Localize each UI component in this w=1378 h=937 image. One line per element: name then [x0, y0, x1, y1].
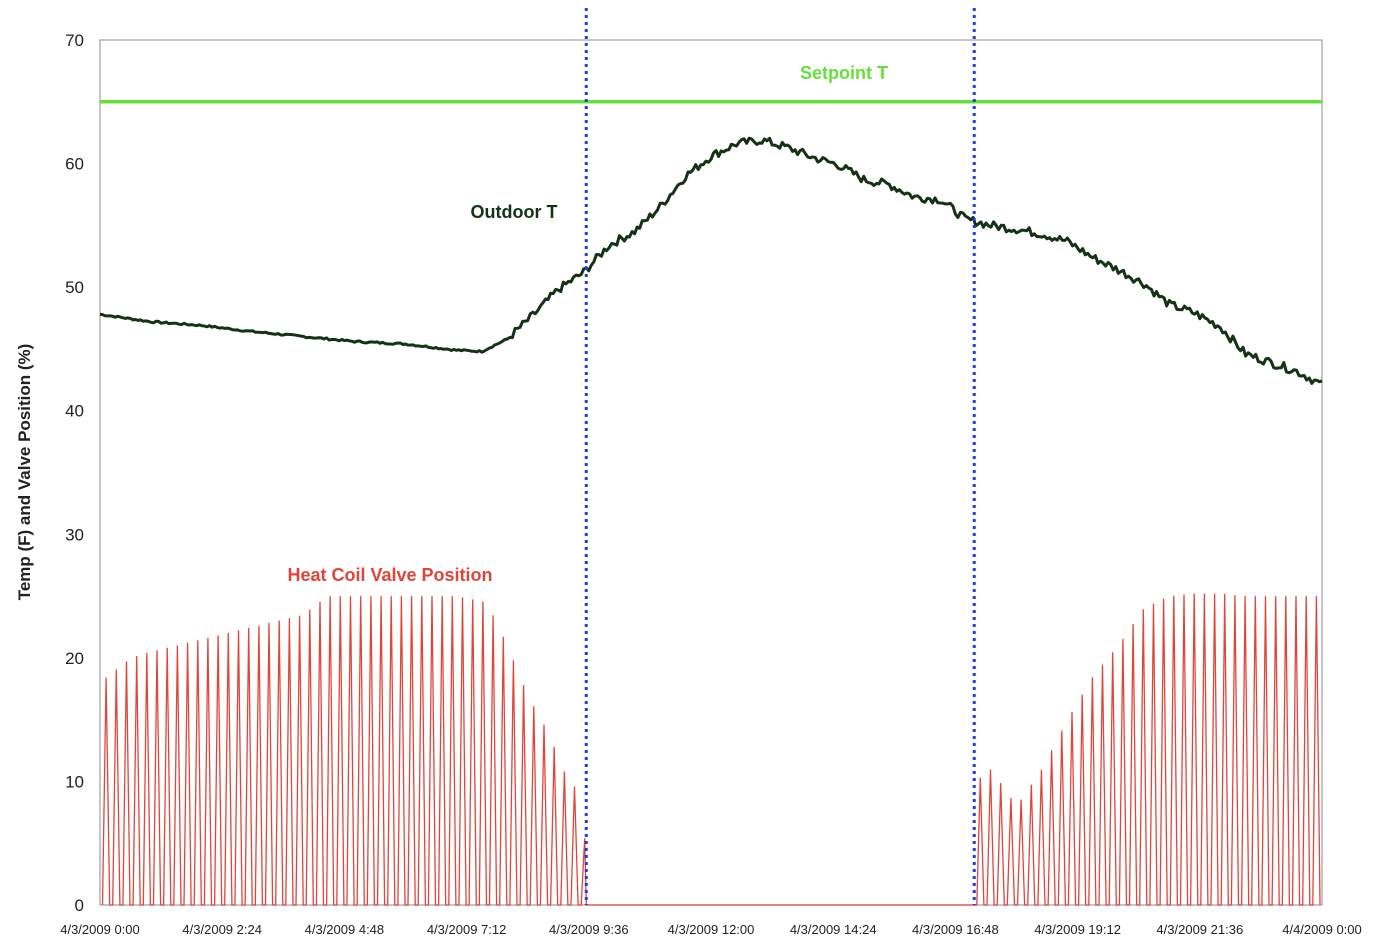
- x-tick-label: 4/3/2009 12:00: [668, 922, 755, 937]
- vertical-markers: [584, 8, 976, 905]
- x-tick-label: 4/3/2009 9:36: [549, 922, 629, 937]
- x-tick-label: 4/3/2009 16:48: [912, 922, 999, 937]
- y-tick-label: 40: [65, 402, 84, 421]
- y-tick-label: 30: [65, 525, 84, 544]
- x-tick-label: 4/3/2009 0:00: [60, 922, 140, 937]
- x-tick-label: 4/3/2009 19:12: [1034, 922, 1121, 937]
- y-tick-label: 0: [75, 896, 84, 915]
- y-axis-label: Temp (F) and Valve Position (%): [15, 344, 34, 601]
- outdoor-temp-series: [99, 136, 1323, 385]
- x-tick-label: 4/3/2009 21:36: [1156, 922, 1243, 937]
- y-tick-label: 60: [65, 155, 84, 174]
- x-tick-label: 4/4/2009 0:00: [1282, 922, 1362, 937]
- x-tick-label: 4/3/2009 4:48: [305, 922, 385, 937]
- setpoint-label: Setpoint T: [800, 63, 888, 83]
- y-tick-label: 20: [65, 649, 84, 668]
- valve-position-line: [101, 593, 1321, 906]
- y-tick-label: 70: [65, 31, 84, 50]
- x-tick-label: 4/3/2009 14:24: [790, 922, 877, 937]
- outdoor-temp-line: [99, 136, 1323, 385]
- x-axis-ticks: 4/3/2009 0:00 4/3/2009 2:24 4/3/2009 4:48 4…: [60, 922, 1362, 937]
- heat-coil-valve-series: [101, 593, 1321, 906]
- outdoor-label: Outdoor T: [471, 202, 558, 222]
- y-axis-ticks: 0 10 20 30 40 50 60 70: [65, 31, 84, 915]
- plot-area: [99, 39, 1323, 906]
- x-tick-label: 4/3/2009 7:12: [427, 922, 507, 937]
- y-tick-label: 50: [65, 278, 84, 297]
- valve-label: Heat Coil Valve Position: [287, 565, 492, 585]
- y-tick-label: 10: [65, 772, 84, 791]
- x-tick-label: 4/3/2009 2:24: [182, 922, 262, 937]
